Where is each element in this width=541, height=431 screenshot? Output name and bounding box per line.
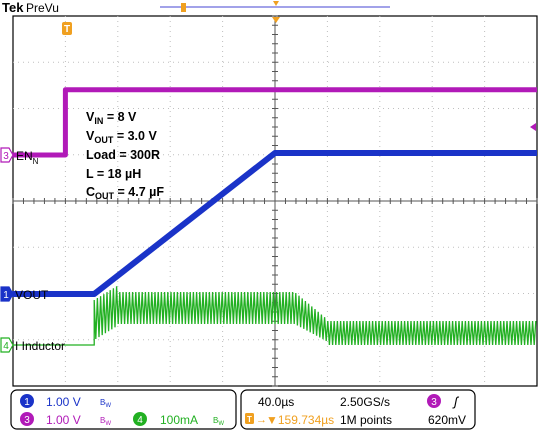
sample-rate: 2.50GS/s [340,395,390,409]
ch1-marker[interactable]: 1 [0,286,14,302]
ch4-setting-number: 4 [137,415,143,426]
ch3-bw-limit: BW [100,416,111,427]
test-conditions: VIN = 8 V VOUT = 3.0 V Load = 300R L = 1… [86,110,164,201]
ch1-label: VOUT [15,288,49,302]
trigger-position-marker[interactable] [272,17,280,23]
trigger-level-arrow[interactable] [530,123,536,131]
trigger-position-value: ▼159.734µs [266,413,334,427]
trigger-t-marker[interactable]: T [62,22,72,35]
ch4-bw-limit: BW [213,416,224,427]
record-view-marker[interactable] [181,3,186,12]
trigger-arrow: → [256,414,267,426]
trigger-position-readout[interactable]: T → ▼159.734µs [245,413,334,427]
ch4-scale: 100mA [160,413,198,427]
ch1-setting[interactable]: 1 1.00 V BW [20,394,111,409]
vout-condition: VOUT = 3.0 V [86,129,157,145]
ch3-scale: 1.00 V [46,413,81,427]
ch3-setting-number: 3 [24,415,30,426]
trigger-position-t: T [247,415,252,424]
record-trigger-marker [273,1,279,6]
mode-label: PreVu [26,1,59,15]
cout-condition: COUT = 4.7 µF [86,185,164,201]
record-length: 1M points [340,413,392,427]
ch1-bw-limit: BW [100,398,111,409]
i-inductor-trace [13,286,537,346]
status-bar: 1 1.00 V BW 3 1.00 V BW 4 100mA BW 40.0µ… [10,389,476,430]
channel-settings-box[interactable] [10,389,237,430]
ch4-marker-number: 4 [3,341,9,352]
ch1-marker-number: 1 [3,290,9,301]
trigger-slope-icon: ʃ [452,394,460,409]
ch4-setting[interactable]: 4 100mA BW [133,412,224,427]
timebase-box[interactable] [240,389,476,430]
brand-label: Tek [2,0,24,15]
ch4-marker[interactable]: 4 [0,337,14,353]
graticule-grid [12,15,538,387]
trigger-source: 3 [431,397,437,408]
vout-trace [10,150,537,297]
trigger-settings[interactable]: 3 ʃ 620mV [427,394,466,427]
ch1-scale: 1.00 V [46,395,81,409]
load-condition: Load = 300R [86,148,160,162]
ch3-label: ENN [16,149,39,166]
vin-condition: VIN = 8 V [86,110,137,126]
time-per-division: 40.0µs [258,395,294,409]
ch3-marker[interactable]: 3 [0,147,14,163]
en-trace [10,87,537,158]
ch4-label: I Inductor [15,339,65,353]
ch1-setting-number: 1 [24,397,30,408]
ch3-marker-number: 3 [3,151,9,162]
trigger-t-label: T [64,24,70,35]
ch3-setting[interactable]: 3 1.00 V BW [20,412,111,427]
inductor-condition: L = 18 µH [86,167,141,181]
waveforms [10,87,537,346]
trigger-level: 620mV [428,413,466,427]
